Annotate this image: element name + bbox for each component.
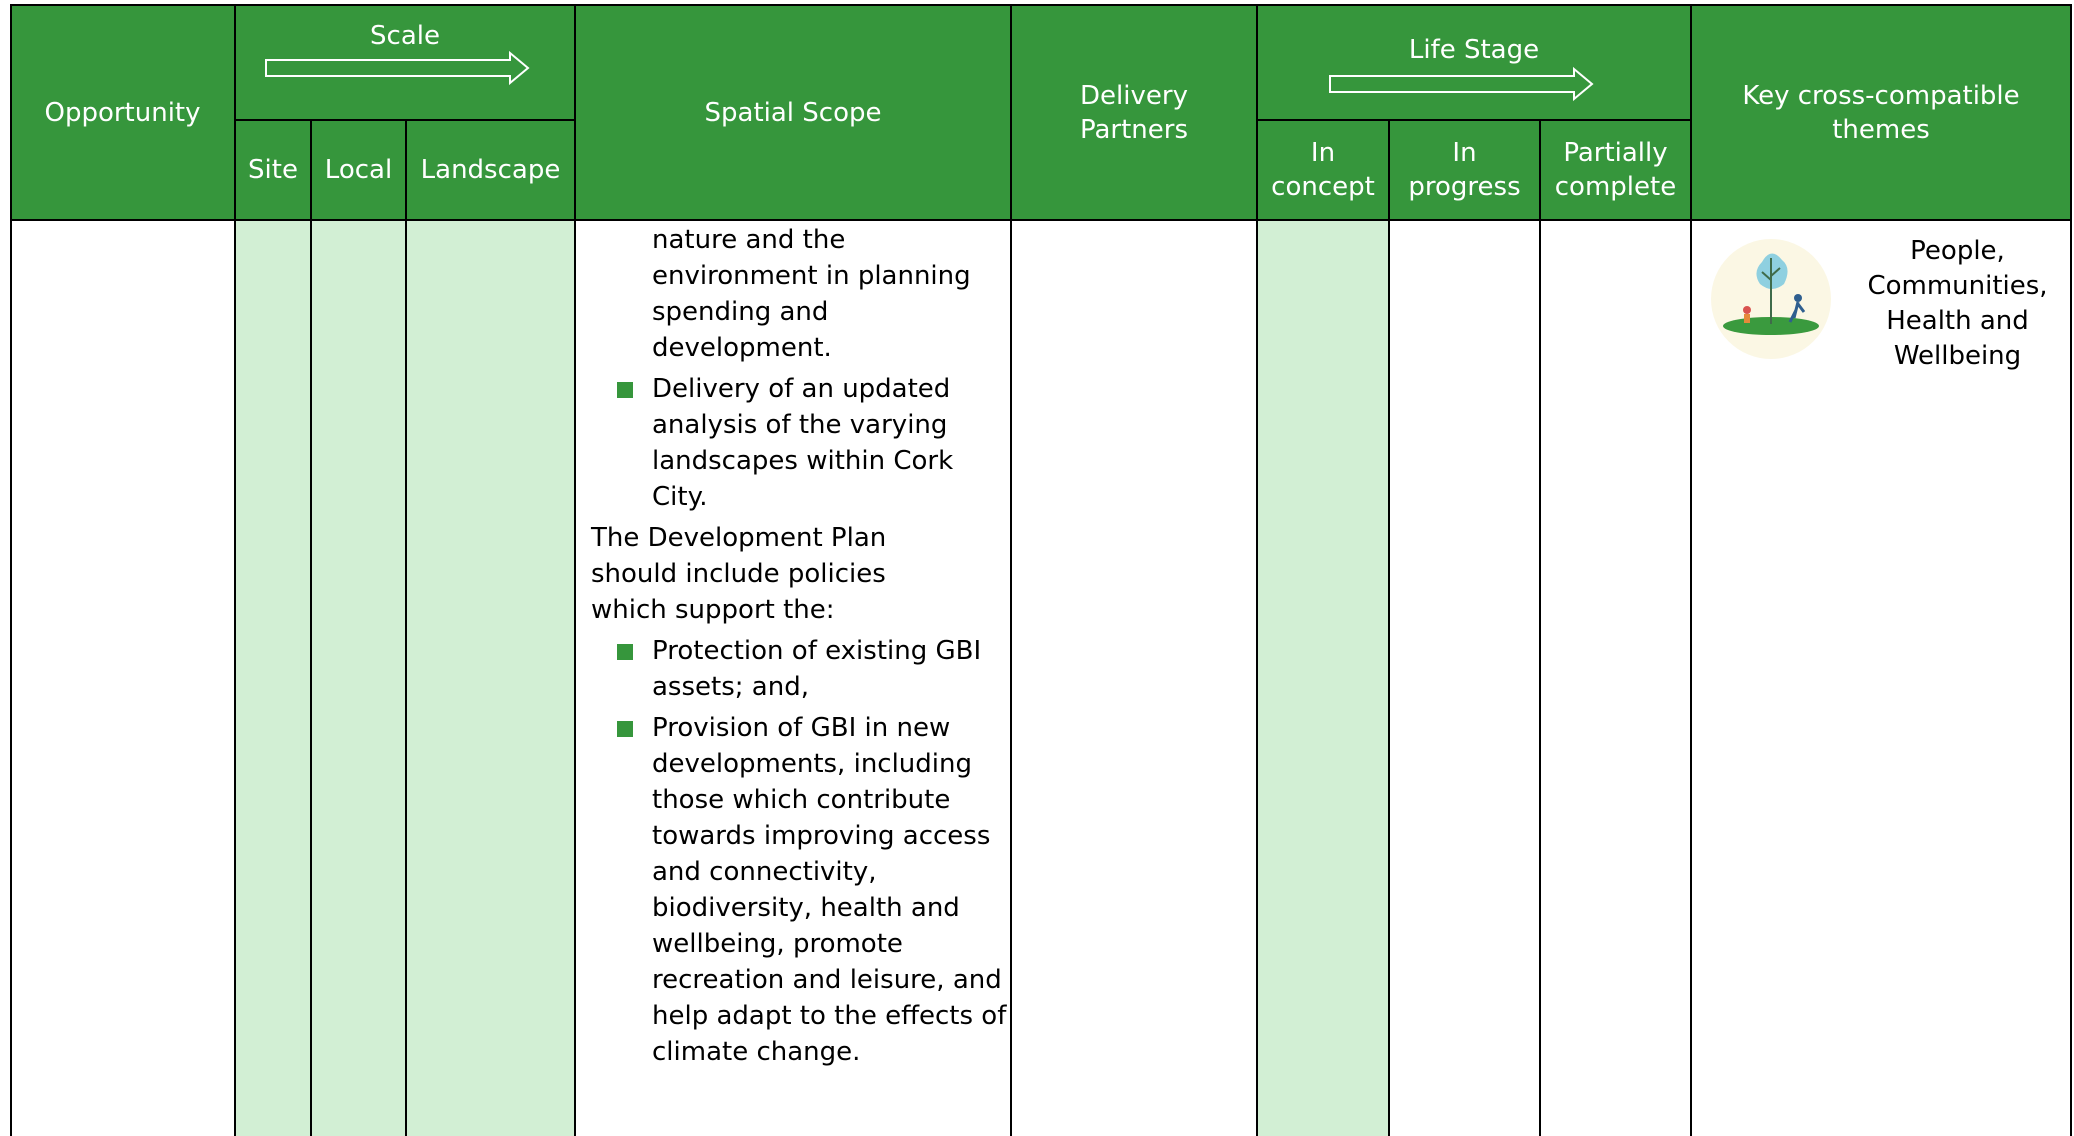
- header-partially-complete: Partially complete: [1540, 120, 1691, 220]
- bullet-item: Provision of GBI in new developments, in…: [617, 710, 1012, 1070]
- header-life-stage: Life Stage: [1257, 5, 1691, 120]
- header-local: Local: [311, 120, 406, 220]
- header-landscape: Landscape: [406, 120, 575, 220]
- border: [1388, 119, 1390, 1136]
- header-delivery-partners: Delivery Partners: [1011, 5, 1257, 220]
- header-text: In concept: [1271, 138, 1375, 202]
- bullet-item: Delivery of an updated analysis of the v…: [617, 371, 1012, 515]
- text-continuation: nature and the environment in planning s…: [652, 225, 971, 363]
- border: [1256, 4, 1258, 1136]
- border: [1010, 4, 1012, 1136]
- scale-arrow: [265, 50, 530, 86]
- border: [10, 4, 2072, 6]
- header-text: Life Stage: [1408, 35, 1540, 65]
- header-text: Landscape: [420, 155, 561, 185]
- header-text: Site: [248, 155, 298, 185]
- header-opportunity: Opportunity: [10, 5, 235, 220]
- header-text: Local: [324, 155, 393, 185]
- header-in-concept: In concept: [1257, 120, 1389, 220]
- header-text: Scale: [370, 21, 440, 51]
- header-text: In progress: [1408, 138, 1521, 202]
- border: [310, 119, 312, 1136]
- border: [405, 119, 407, 1136]
- spatial-scope-cell: nature and the environment in planning s…: [591, 222, 1011, 1070]
- header-in-progress: In progress: [1389, 120, 1540, 220]
- bullet-item: Protection of existing GBI assets; and,: [617, 633, 1012, 705]
- theme-icon: [1711, 239, 1831, 359]
- life-stage-highlight: [1257, 220, 1389, 1136]
- border: [574, 4, 576, 1136]
- header-text: Partially complete: [1554, 138, 1677, 202]
- header-text: Opportunity: [44, 97, 201, 128]
- header-text: Key cross-compatible themes: [1742, 80, 2020, 145]
- header-spatial-scope: Spatial Scope: [575, 5, 1011, 220]
- paragraph: The Development Plan should include poli…: [591, 523, 887, 625]
- border: [1539, 119, 1541, 1136]
- header-key-themes: Key cross-compatible themes: [1691, 5, 2071, 220]
- life-stage-arrow: [1329, 66, 1594, 102]
- border: [234, 4, 236, 1136]
- border: [1257, 119, 1691, 121]
- border: [10, 219, 2072, 221]
- header-text: Spatial Scope: [704, 97, 882, 128]
- header-site: Site: [235, 120, 311, 220]
- theme-label: People, Communities, Health and Wellbein…: [1867, 236, 2048, 371]
- border: [10, 4, 12, 1136]
- border: [1690, 4, 1692, 1136]
- header-text: Delivery Partners: [1079, 80, 1189, 145]
- header-scale: Scale: [235, 5, 575, 120]
- border: [2070, 4, 2072, 1136]
